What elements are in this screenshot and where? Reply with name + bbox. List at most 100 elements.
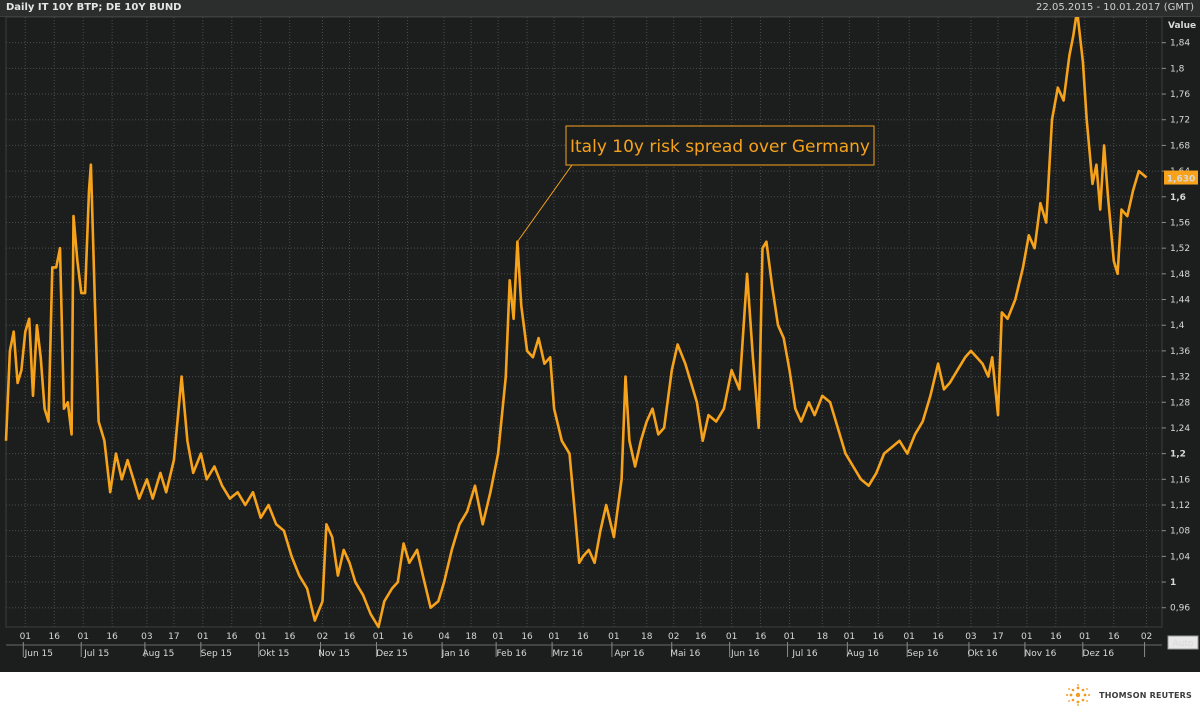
brand-name: THOMSON REUTERS xyxy=(1099,690,1192,700)
x-tick-label: 04 xyxy=(438,632,450,642)
annotation-leader xyxy=(517,164,573,243)
x-tick-label: 01 xyxy=(608,632,619,642)
x-tick-label: 03 xyxy=(141,632,152,642)
x-tick-label: 17 xyxy=(168,632,179,642)
x-tick-label: 16 xyxy=(932,632,944,642)
month-label: Nov 15 xyxy=(318,649,350,659)
x-tick-label: 16 xyxy=(226,632,238,642)
x-tick-label: 02 xyxy=(1141,632,1152,642)
x-tick-label: 01 xyxy=(1021,632,1032,642)
y-tick-label: 1,04 xyxy=(1170,552,1190,562)
x-tick-label: 18 xyxy=(641,632,653,642)
x-tick-label: 16 xyxy=(284,632,296,642)
x-tick-label: 18 xyxy=(817,632,829,642)
y-tick-label: 1,12 xyxy=(1170,501,1190,511)
month-label: Jan 16 xyxy=(441,649,470,659)
y-tick-label: 1,24 xyxy=(1170,424,1190,434)
y-axis-title: Value xyxy=(1168,21,1196,31)
y-tick-label: 1,48 xyxy=(1170,270,1190,280)
y-tick-label: 1,6 xyxy=(1170,193,1186,203)
brand: THOMSON REUTERS xyxy=(1063,684,1192,706)
y-tick-label: 1,2 xyxy=(1170,450,1186,460)
x-tick-label: 16 xyxy=(1108,632,1120,642)
x-tick-label: 02 xyxy=(668,632,679,642)
month-label: Feb 16 xyxy=(497,649,528,659)
month-label: Jul 16 xyxy=(791,649,817,659)
x-tick-label: 16 xyxy=(873,632,885,642)
last-value-badge xyxy=(1164,170,1198,185)
y-tick-label: 1,72 xyxy=(1170,116,1190,126)
y-tick-label: 1,28 xyxy=(1170,398,1190,408)
y-tick-label: 1,52 xyxy=(1170,244,1190,254)
x-tick-label: 01 xyxy=(1079,632,1090,642)
y-tick-label: 1,68 xyxy=(1170,141,1190,151)
x-tick-label: 16 xyxy=(577,632,589,642)
auto-button xyxy=(1167,635,1199,650)
month-label: Mai 16 xyxy=(670,649,700,659)
x-tick-label: 16 xyxy=(695,632,707,642)
month-label: Jun 16 xyxy=(730,649,760,659)
line-chart[interactable]: 0,96 1 1,04 1,08 1,12 1,16 1,2 1,24 1,28 1,32 1,36… xyxy=(0,17,1200,672)
y-axis: 0,96 1 1,04 1,08 1,12 1,16 1,2 1,24 1,28 1,32 1,36… xyxy=(1162,21,1199,650)
month-label: Sep 15 xyxy=(201,649,232,659)
x-tick-label: 16 xyxy=(1050,632,1062,642)
x-axis: 01 16 01 16 03 17 01 16 01 16 02 16 01 16 04 18 01 16 01 16… xyxy=(6,632,1162,659)
x-tick-label: 01 xyxy=(373,632,384,642)
month-label: Jun 15 xyxy=(24,649,53,659)
x-tick-label: 01 xyxy=(548,632,559,642)
series-line[interactable] xyxy=(4,17,1148,629)
x-tick-label: 16 xyxy=(402,632,414,642)
annotation-group: Italy 10y risk spread over Germany xyxy=(517,125,875,243)
last-value-label: 1,630 xyxy=(1167,175,1195,185)
x-tick-label: 01 xyxy=(77,632,88,642)
y-tick-label: 1,76 xyxy=(1170,90,1190,100)
y-tick-label: 1,4 xyxy=(1170,321,1185,331)
month-label: Dez 16 xyxy=(1083,649,1115,659)
x-tick-label: 01 xyxy=(844,632,855,642)
y-tick-label: 1,32 xyxy=(1170,373,1190,383)
x-tick-label: 01 xyxy=(197,632,208,642)
y-tick-label: 0,96 xyxy=(1170,604,1190,614)
month-label: Aug 15 xyxy=(143,649,175,659)
y-tick-label: 1,16 xyxy=(1170,475,1190,485)
chart-title: Daily IT 10Y BTP; DE 10Y BUND xyxy=(6,2,182,13)
x-tick-label: 01 xyxy=(255,632,266,642)
x-tick-label: 18 xyxy=(465,632,477,642)
month-label: Okt 15 xyxy=(259,649,289,659)
auto-button-label: Auto xyxy=(1173,639,1194,649)
month-label: Sep 16 xyxy=(907,649,939,659)
month-label: Apr 16 xyxy=(614,649,644,659)
x-tick-label: 16 xyxy=(49,632,61,642)
x-tick-label: 01 xyxy=(784,632,795,642)
y-tick-label: 1,84 xyxy=(1170,39,1190,49)
thomson-reuters-logo-icon xyxy=(1066,684,1091,706)
grid-lines xyxy=(5,17,1163,628)
date-range: 22.05.2015 - 10.01.2017 (GMT) xyxy=(1036,2,1194,13)
month-label: Dez 15 xyxy=(376,649,408,659)
y-tick-label: 1,44 xyxy=(1170,296,1190,306)
x-tick-label: 17 xyxy=(992,632,1003,642)
x-tick-label: 03 xyxy=(965,632,976,642)
x-tick-label: 02 xyxy=(317,632,328,642)
x-tick-label: 16 xyxy=(521,632,533,642)
x-tick-label: 16 xyxy=(344,632,356,642)
annotation-box xyxy=(565,125,875,166)
annotation-text: Italy 10y risk spread over Germany xyxy=(570,137,870,157)
chart-header: Daily IT 10Y BTP; DE 10Y BUND 22.05.2015… xyxy=(0,0,1200,17)
month-label: Aug 16 xyxy=(847,649,879,659)
month-label: Jul 15 xyxy=(83,649,109,659)
month-label: Nov 16 xyxy=(1024,649,1056,659)
plot-border xyxy=(5,17,1163,628)
month-label: Okt 16 xyxy=(967,649,997,659)
x-tick-label: 01 xyxy=(20,632,31,642)
x-tick-label: 01 xyxy=(492,632,503,642)
x-tick-label: 16 xyxy=(106,632,118,642)
plot-area[interactable] xyxy=(4,17,1148,629)
y-tick-label: 1,36 xyxy=(1170,347,1190,357)
y-tick-label: 1,08 xyxy=(1170,527,1190,537)
y-tick-label: 1,8 xyxy=(1170,64,1185,74)
x-tick-label: 16 xyxy=(755,632,767,642)
x-tick-label: 01 xyxy=(726,632,737,642)
month-label: Mrz 16 xyxy=(552,649,583,659)
x-tick-label: 01 xyxy=(903,632,914,642)
